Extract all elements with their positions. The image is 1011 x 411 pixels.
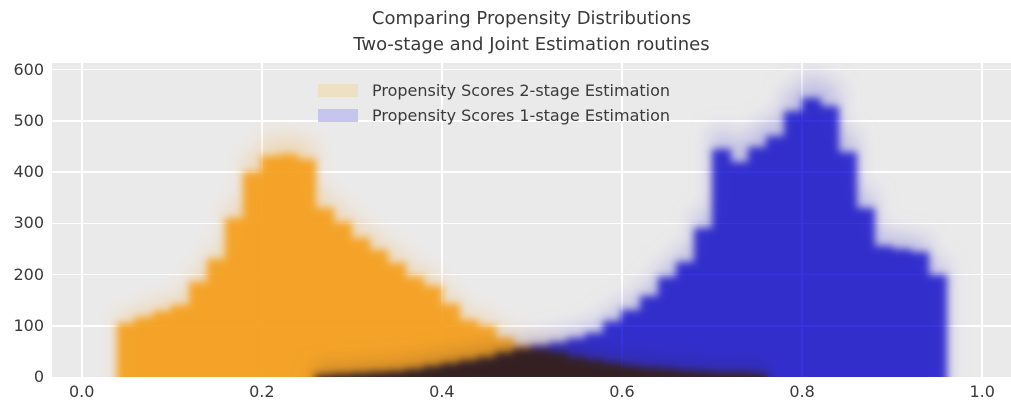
histogram-bar [855, 207, 875, 377]
gridline-x-0.0 [80, 63, 83, 377]
histogram-bar [351, 237, 371, 377]
histogram-bar [837, 151, 857, 377]
histogram-bar [333, 222, 353, 377]
histogram-bar [603, 320, 623, 377]
histogram-bar [207, 259, 227, 377]
histogram-bar [279, 153, 299, 377]
histogram-bar [225, 218, 245, 377]
histogram-bar [765, 136, 785, 377]
histogram-bar [135, 316, 155, 377]
histogram-bar [189, 282, 209, 377]
histogram-bar [621, 310, 641, 377]
histogram-bar [423, 365, 443, 377]
histogram-bar [315, 367, 335, 377]
legend-row-2stage: Propensity Scores 2-stage Estimation [318, 78, 670, 103]
x-tick-1.0: 1.0 [969, 382, 995, 401]
histogram-bar [531, 345, 551, 377]
x-tick-0.0: 0.0 [68, 382, 95, 401]
histogram-bar [801, 97, 821, 377]
y-tick-200: 200 [13, 264, 44, 284]
histogram-bar [333, 366, 353, 377]
histogram-bar [585, 333, 605, 377]
histogram-bar [549, 342, 569, 377]
gridline-y-600 [52, 68, 1011, 71]
y-tick-0: 0 [33, 367, 44, 386]
histogram-bar [495, 352, 515, 377]
histogram-bar [729, 161, 749, 377]
histogram-bar [117, 323, 137, 377]
histogram-bar [369, 249, 389, 377]
histogram-bar [153, 311, 173, 377]
histogram-bar [315, 207, 335, 377]
histogram-bar [459, 359, 479, 377]
histogram-bar [639, 296, 659, 377]
histogram-bar [567, 338, 587, 377]
gridline-y-300 [52, 222, 1011, 225]
x-tick-0.2: 0.2 [249, 382, 275, 401]
blue-histogram-layer [52, 63, 1011, 377]
histogram-bar [351, 365, 371, 377]
plot-area [52, 63, 1011, 377]
gridline-y-500 [52, 120, 1011, 122]
histogram-bar [819, 105, 839, 377]
histogram-bar [711, 149, 731, 377]
chart-title-line2: Two-stage and Joint Estimation routines [353, 34, 710, 55]
legend-swatch-1stage [318, 109, 358, 122]
histogram-bar [441, 362, 461, 377]
histogram-bar [315, 374, 335, 377]
y-tick-400: 400 [13, 162, 44, 182]
histogram-bar [351, 373, 371, 377]
chart-title: Comparing Propensity Distributions Two-s… [52, 6, 1011, 58]
histogram-bar [747, 146, 767, 377]
y-tick-100: 100 [13, 315, 44, 335]
gridline-x-0.4 [441, 63, 443, 377]
histogram-bar [783, 110, 803, 377]
histogram-bar [333, 374, 353, 377]
x-tick-0.4: 0.4 [429, 382, 455, 401]
chart-title-line1: Comparing Propensity Distributions [371, 8, 692, 29]
histogram-bar [423, 285, 443, 377]
gridline-y-100 [52, 324, 1011, 327]
histogram-bar [477, 356, 497, 377]
histogram-bar [891, 248, 911, 377]
y-tick-500: 500 [13, 110, 44, 130]
histogram-bar [261, 155, 281, 377]
histogram-bar [675, 261, 695, 377]
x-tick-0.6: 0.6 [609, 382, 635, 401]
gridline-y-200 [52, 273, 1011, 276]
y-tick-600: 600 [13, 59, 44, 79]
legend-label-2stage: Propensity Scores 2-stage Estimation [372, 81, 671, 100]
histogram-bar [243, 172, 263, 377]
histogram-bar [927, 274, 947, 377]
histogram-bar [693, 228, 713, 377]
histogram-bar [405, 276, 425, 377]
histogram-bar [297, 159, 317, 377]
histogram-bar [369, 372, 389, 377]
gridline-x-0.6 [621, 63, 623, 377]
gridline-y-400 [52, 171, 1011, 173]
x-tick-0.8: 0.8 [789, 382, 815, 401]
legend-swatch-2stage [318, 84, 358, 97]
histogram-bar [387, 370, 407, 377]
histogram-bar [873, 246, 893, 377]
histogram-bar [513, 348, 533, 377]
histogram-bar [171, 305, 191, 377]
histogram-bar [909, 251, 929, 377]
legend-label-1stage: Propensity Scores 1-stage Estimation [372, 106, 671, 125]
y-tick-300: 300 [13, 213, 44, 233]
gridline-x-1.0 [981, 63, 983, 377]
histogram-bar [387, 263, 407, 377]
legend-row-1stage: Propensity Scores 1-stage Estimation [318, 103, 670, 128]
histogram-bar [405, 368, 425, 377]
histogram-bar [657, 276, 677, 377]
legend: Propensity Scores 2-stage Estimation Pro… [318, 78, 670, 128]
